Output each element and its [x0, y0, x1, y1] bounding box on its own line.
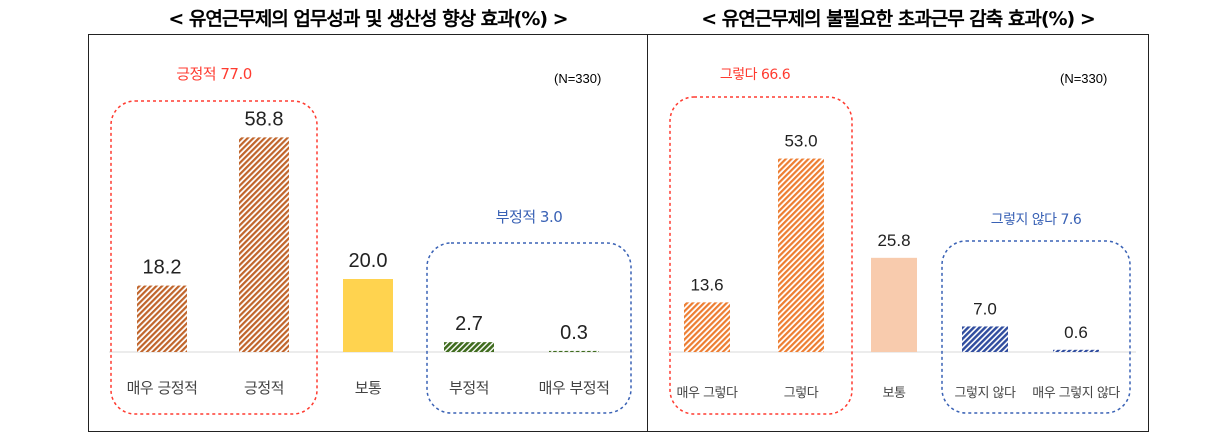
L-category-label-1: 긍정적 [244, 379, 284, 397]
R-bar-2 [871, 257, 917, 352]
R-value-label-0: 13.6 [690, 275, 723, 294]
L-bar-3 [444, 342, 494, 352]
L-group-label-blue: 부정적 3.0 [496, 208, 563, 226]
R-bar-0 [684, 302, 730, 352]
R-bar-1 [778, 158, 824, 352]
L-bar-0 [137, 285, 187, 352]
left-chart-title: < 유연근무제의 업무성과 및 생산성 향상 효과(%) > [168, 8, 568, 30]
L-group-box-blue [426, 242, 632, 414]
R-group-label-blue: 그렇지 않다 7.6 [991, 212, 1082, 228]
L-bar-1 [239, 137, 289, 352]
L-value-label-2: 20.0 [349, 250, 388, 272]
R-bar-3 [962, 326, 1008, 352]
L-bar-4 [549, 350, 599, 352]
L-category-label-3: 부정적 [449, 379, 489, 397]
R-group-box-red [669, 96, 853, 415]
L-category-label-0: 매우 긍정적 [127, 379, 198, 397]
L-group-label-red: 긍정적 77.0 [176, 65, 252, 83]
left-chart-panel: (N=330) 긍정적 77.0 부정적 3.0 18.2 매우 긍정적 58.8 긍정적 2… [88, 34, 648, 432]
R-group-label-red: 그렇다 66.6 [720, 67, 791, 83]
R-n-label: (N=330) [1060, 71, 1107, 86]
R-category-label-0: 매우 그렇다 [677, 386, 738, 401]
L-group-box-red [110, 100, 318, 415]
right-chart-svg: (N=330) 그렇다 66.6 그렇지 않다 7.6 13.6 매우 그렇다 53.0 그… [668, 67, 1136, 415]
R-value-label-1: 53.0 [784, 132, 817, 151]
R-value-label-3: 7.0 [973, 299, 997, 318]
R-bar-4 [1053, 349, 1099, 352]
R-category-label-1: 그렇다 [784, 386, 819, 401]
R-category-label-2: 보통 [883, 386, 906, 401]
L-category-label-4: 매우 부정적 [539, 379, 610, 397]
right-chart-panel: (N=330) 그렇다 66.6 그렇지 않다 7.6 13.6 매우 그렇다 53.0 그… [648, 34, 1149, 432]
R-group-box-blue [941, 240, 1131, 414]
L-value-label-4: 0.3 [560, 322, 588, 344]
R-category-label-3: 그렇지 않다 [955, 386, 1016, 401]
L-n-label: (N=330) [554, 71, 601, 86]
L-value-label-1: 58.8 [245, 108, 284, 130]
left-chart-svg: (N=330) 긍정적 77.0 부정적 3.0 18.2 매우 긍정적 58.8 긍정적 2… [109, 65, 634, 415]
L-value-label-3: 2.7 [455, 313, 483, 335]
R-value-label-2: 25.8 [877, 231, 910, 250]
L-value-label-0: 18.2 [143, 257, 182, 279]
R-value-label-4: 0.6 [1064, 323, 1088, 342]
L-bar-2 [343, 279, 393, 352]
right-chart-title: < 유연근무제의 불필요한 초과근무 감축 효과(%) > [701, 8, 1096, 30]
L-category-label-2: 보통 [355, 379, 382, 397]
R-category-label-4: 매우 그렇지 않다 [1032, 386, 1120, 401]
